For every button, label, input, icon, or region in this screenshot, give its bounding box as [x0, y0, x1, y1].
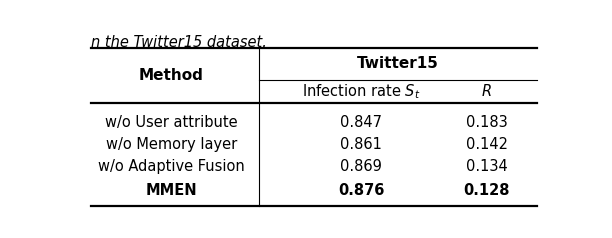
Text: w/o Memory layer: w/o Memory layer: [106, 137, 237, 152]
Text: 0.183: 0.183: [466, 114, 507, 129]
Text: 0.134: 0.134: [466, 159, 507, 174]
Text: w/o User attribute: w/o User attribute: [105, 114, 237, 129]
Text: Twitter15: Twitter15: [357, 56, 439, 71]
Text: 0.869: 0.869: [340, 159, 382, 174]
Text: 0.847: 0.847: [340, 114, 382, 129]
Text: w/o Adaptive Fusion: w/o Adaptive Fusion: [98, 159, 245, 174]
Text: n the Twitter15 dataset.: n the Twitter15 dataset.: [91, 35, 267, 50]
Text: $R$: $R$: [482, 83, 492, 99]
Text: 0.876: 0.876: [338, 183, 384, 198]
Text: 0.128: 0.128: [463, 183, 510, 198]
Text: 0.142: 0.142: [466, 137, 508, 152]
Text: MMEN: MMEN: [146, 183, 197, 198]
Text: Method: Method: [139, 68, 204, 83]
Text: 0.861: 0.861: [340, 137, 382, 152]
Text: Infection rate $S_t$: Infection rate $S_t$: [302, 82, 420, 101]
